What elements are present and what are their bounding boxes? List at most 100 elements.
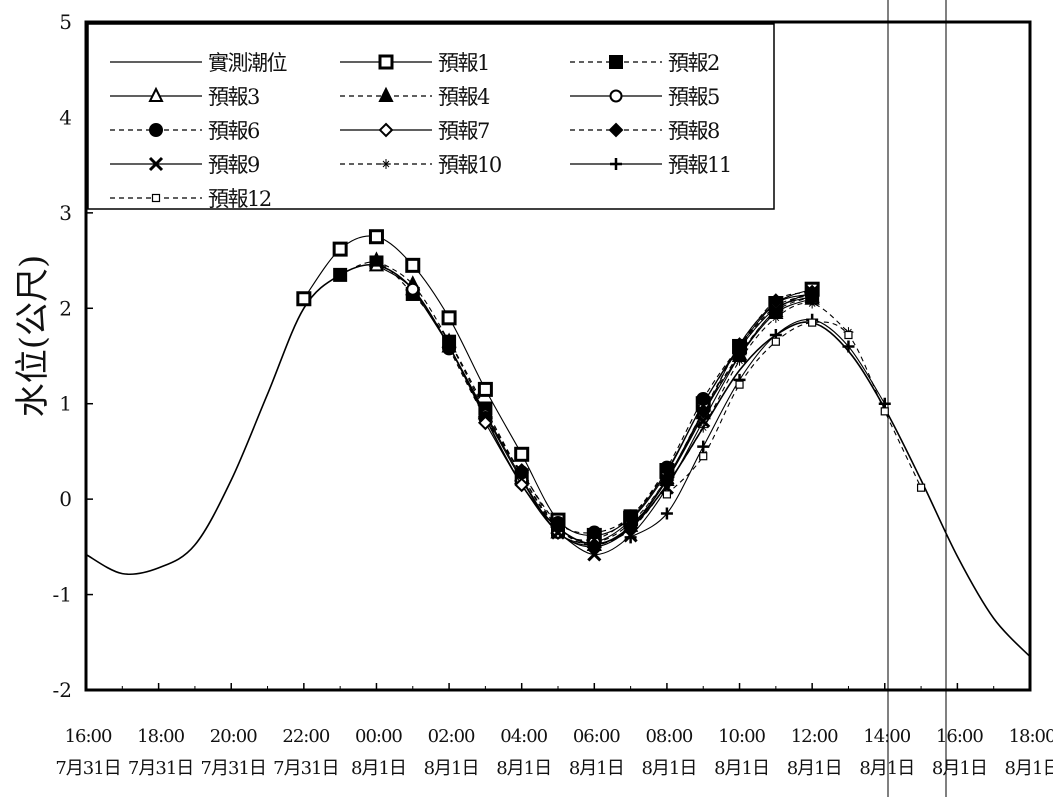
series-12 [624,313,891,544]
data-point-marker [514,463,530,478]
data-point-marker [550,525,566,540]
legend-label: 預報8 [668,119,719,143]
x-tick-date-label: 8月1日 [351,758,406,779]
data-point-marker [699,452,708,461]
data-point-marker [696,391,711,406]
x-tick-date-label: 8月1日 [424,758,479,779]
x-tick-time-label: 00:00 [355,726,402,747]
data-point-marker [477,381,493,397]
legend-marker-sample [378,122,394,138]
x-tick-time-label: 06:00 [573,726,620,747]
legend-marker-sample [609,55,623,69]
data-point-marker [442,341,457,356]
x-tick-date-label: 8月1日 [714,758,769,779]
x-tick-date-label: 8月1日 [932,758,987,779]
legend-label: 預報7 [438,119,489,143]
data-point-marker [807,298,818,309]
data-point-marker [880,407,889,416]
y-tick-label: 2 [59,296,72,320]
x-tick-time-label: 10:00 [718,726,765,747]
y-tick-label: 4 [59,105,72,129]
legend-marker-sample [148,156,164,172]
data-point-marker [732,339,747,354]
legend-label: 預報3 [208,85,259,109]
x-tick-date-label: 8月1日 [787,758,842,779]
data-point-marker [624,531,637,544]
legend-label: 預報12 [208,187,271,211]
x-tick-time-label: 20:00 [210,726,257,747]
series-13 [662,318,926,499]
legend-marker-sample [151,193,161,203]
legend-marker-sample [381,159,391,169]
y-tick-label: -2 [53,678,72,702]
data-point-marker [734,355,745,366]
data-point-marker [441,310,457,326]
series-line [666,321,922,495]
data-point-marker [405,257,421,273]
legend-label: 預報10 [438,153,501,177]
legend-entry: 預報5 [570,85,720,109]
x-tick-time-label: 22:00 [282,726,329,747]
y-tick-label: 1 [59,392,72,416]
x-tick-date-label: 8月1日 [641,758,696,779]
data-point-marker [368,251,385,267]
legend-box [87,23,775,210]
data-point-marker [768,293,784,309]
x-tick-time-label: 16:00 [65,726,112,747]
x-tick-date-label: 7月31日 [128,758,193,779]
data-point-marker [808,318,817,327]
data-point-marker [296,291,312,307]
series-4 [368,256,820,551]
x-tick-time-label: 08:00 [645,726,692,747]
data-point-marker [332,241,348,257]
legend-entry: 預報9 [110,153,260,177]
series-10 [550,285,820,562]
x-tick-date-label: 8月1日 [569,758,624,779]
data-point-marker [406,282,420,296]
legend-entry: 預報7 [340,119,490,143]
data-point-marker [587,547,602,562]
series-3 [333,255,820,547]
x-tick-date-label: 8月1日 [1005,758,1053,779]
y-tick-label: -1 [53,583,72,607]
legend-entry: 預報1 [340,51,490,75]
data-point-marker [696,413,711,428]
legend-label: 預報11 [668,153,731,177]
data-point-marker [514,446,530,462]
legend-label: 預報2 [668,51,719,75]
x-tick-time-label: 12:00 [791,726,838,747]
legend-marker-sample [609,89,623,103]
legend-entry: 預報12 [110,187,272,211]
data-point-marker [844,330,853,340]
legend-entry: 預報3 [110,85,260,109]
x-tick-date-label: 8月1日 [496,758,551,779]
x-tick-time-label: 16:00 [936,726,983,747]
legend-entry: 實測潮位 [110,51,289,75]
data-point-marker [662,490,672,499]
data-point-marker [660,507,673,520]
data-point-marker [735,380,744,389]
series-5 [368,251,820,549]
series-line [376,264,813,546]
data-point-marker [514,477,530,493]
data-point-marker [805,285,820,300]
series-6 [406,282,819,549]
legend-marker-sample [149,123,163,137]
x-tick-date-label: 7月31日 [201,758,266,779]
data-point-marker [661,479,672,490]
legend-marker-sample [610,158,622,170]
data-point-marker [368,229,384,245]
data-point-marker [916,483,926,492]
series-line [557,291,813,556]
x-tick-date-label: 8月1日 [859,758,914,779]
x-tick-time-label: 14:00 [863,726,910,747]
y-tick-label: 5 [59,10,72,34]
legend-label: 預報4 [438,85,490,109]
legend-label: 實測潮位 [208,51,287,75]
legend-marker-sample [378,86,394,102]
x-tick-date-label: 7月31日 [273,758,338,779]
legend-marker-sample [378,54,394,70]
data-point-marker [842,340,855,353]
data-point-marker [697,440,710,453]
legend-entry: 預報8 [570,119,720,143]
